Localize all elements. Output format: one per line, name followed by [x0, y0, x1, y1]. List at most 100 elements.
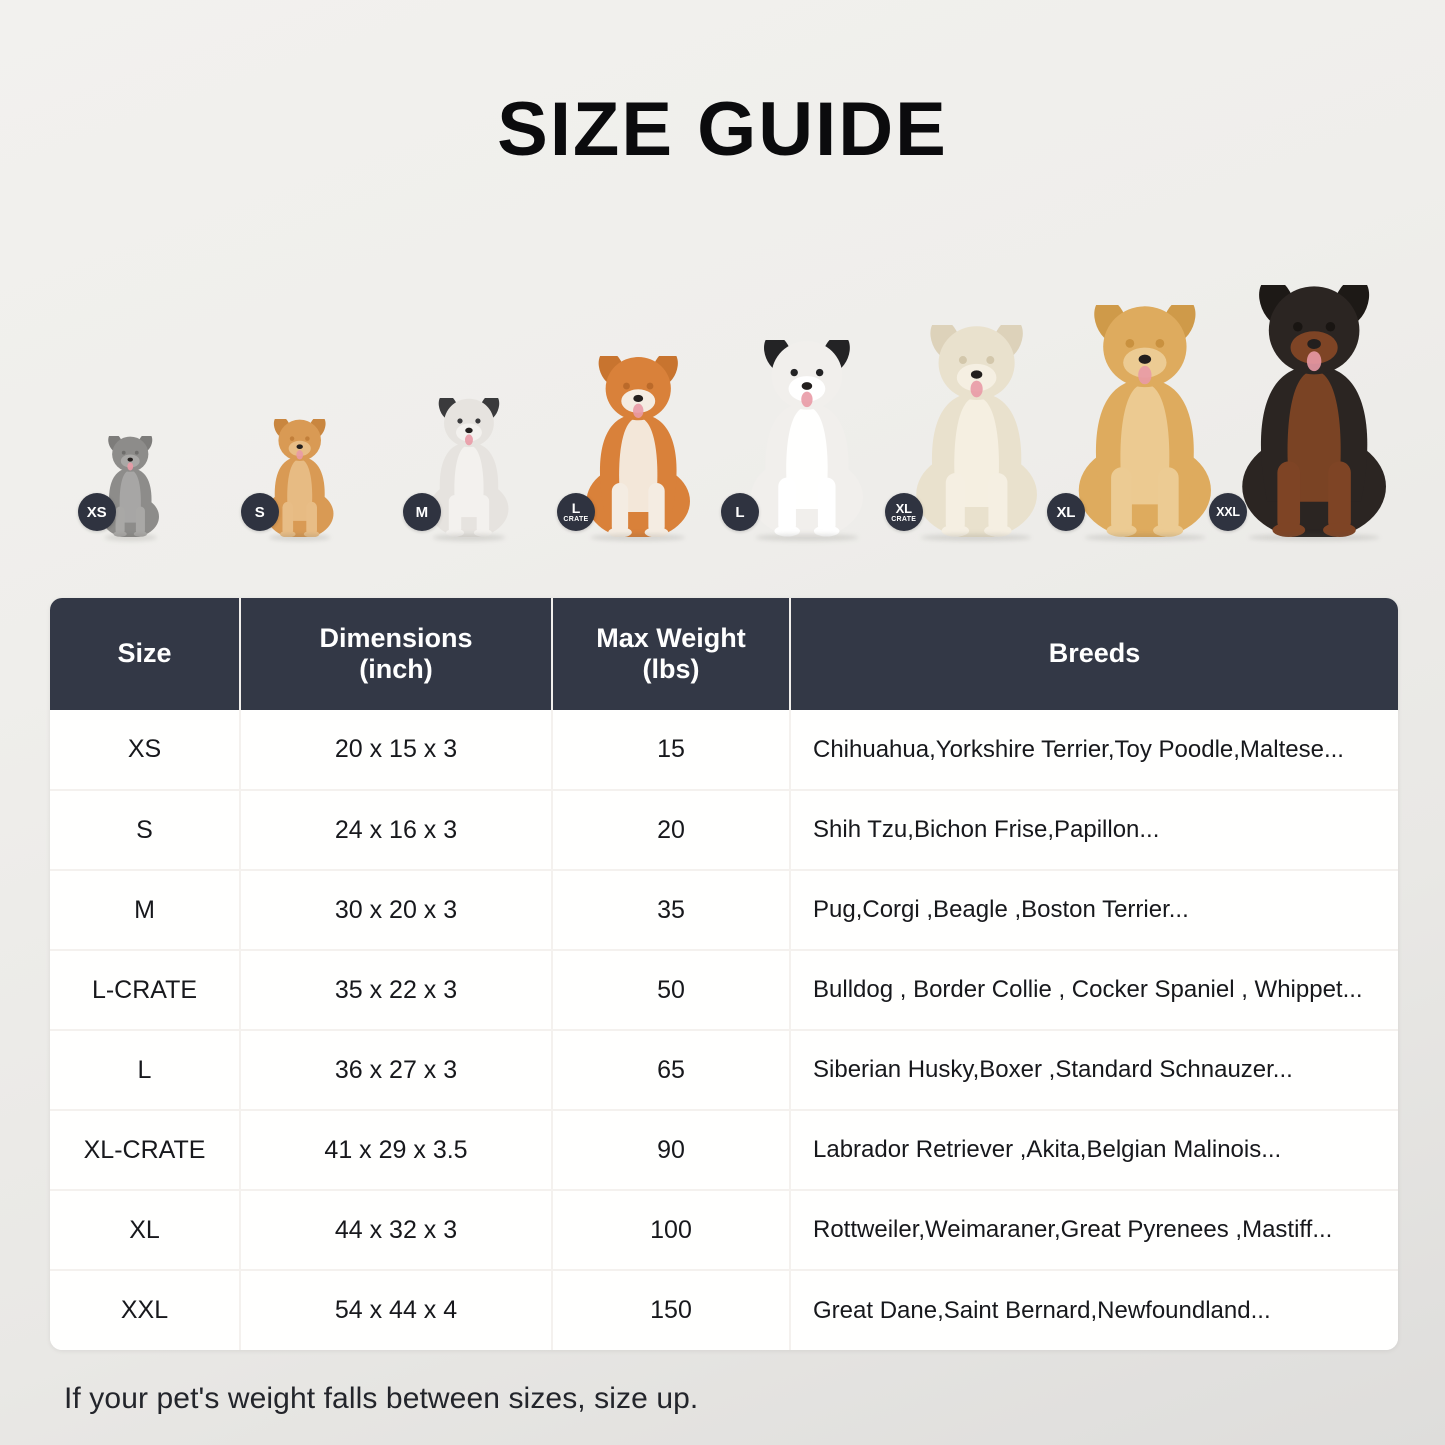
pet-size-illustration-row: XS S — [46, 262, 1399, 541]
pet-figure: XXL — [1208, 285, 1392, 541]
cell-size: M — [50, 870, 241, 951]
pomeranian-icon — [263, 418, 336, 537]
size-badge-sublabel: CRATE — [891, 515, 917, 523]
size-badge-m: M — [402, 493, 441, 531]
page-title-wrap: SIZE GUIDE — [0, 92, 1445, 168]
pet-figure: S — [240, 418, 336, 541]
cell-max-weight: 50 — [552, 950, 791, 1031]
pet-size-item-xl: XL — [1046, 262, 1230, 541]
cell-dimensions: 35 x 22 x 3 — [240, 950, 553, 1031]
table-row: L 36 x 27 x 3 65 Siberian Husky,Boxer ,Stan… — [50, 1030, 1398, 1111]
pet-size-item-s: S — [215, 262, 384, 541]
size-badge-label: XL — [895, 500, 912, 516]
cell-breeds: Chihuahua,Yorkshire Terrier,Toy Poodle,M… — [790, 710, 1398, 791]
cell-breeds: Great Dane,Saint Bernard,Newfoundland... — [790, 1270, 1398, 1350]
pet-size-item-xxl: XXL — [1208, 262, 1399, 541]
size-badge-label: M — [415, 503, 429, 521]
pet-shadow — [1085, 534, 1206, 541]
size-badge-label: XXL — [1216, 504, 1240, 519]
gray-cat-icon — [99, 436, 162, 537]
pet-size-item-m: M — [384, 262, 553, 541]
pet-figure: L — [720, 340, 868, 541]
cell-size: XL-CRATE — [50, 1110, 241, 1191]
column-header-breeds: Breeds — [790, 598, 1398, 710]
cell-dimensions: 41 x 29 x 3.5 — [240, 1110, 553, 1191]
cell-max-weight: 150 — [552, 1270, 791, 1350]
size-badge-l: L — [720, 493, 759, 531]
size-table-head: Size Dimensions (inch) Max Weight (lbs) … — [50, 598, 1398, 710]
size-badge-label: S — [254, 503, 265, 521]
column-header-dimensions: Dimensions (inch) — [240, 598, 553, 710]
column-header-breeds-label: Breeds — [1048, 638, 1141, 669]
table-row: M 30 x 20 x 3 35 Pug,Corgi ,Beagle ,Boston … — [50, 870, 1398, 951]
pet-figure: XL CRATE — [884, 325, 1042, 541]
pet-figure: XS — [77, 436, 162, 541]
pet-figure: L CRATE — [556, 355, 695, 541]
cell-dimensions: 36 x 27 x 3 — [240, 1030, 553, 1111]
cell-max-weight: 35 — [552, 870, 791, 951]
size-table-container: Size Dimensions (inch) Max Weight (lbs) … — [50, 598, 1398, 1350]
cell-max-weight: 65 — [552, 1030, 791, 1111]
size-badge-xs: XS — [77, 493, 116, 531]
pet-figure: XL — [1046, 305, 1217, 541]
column-header-dimensions-unit: (inch) — [359, 654, 433, 684]
table-row: XL 44 x 32 x 3 100 Rottweiler,Weimaraner,Gr… — [50, 1190, 1398, 1271]
table-row: L-CRATE 35 x 22 x 3 50 Bulldog , Border Col… — [50, 950, 1398, 1031]
cell-max-weight: 90 — [552, 1110, 791, 1191]
cell-size: L-CRATE — [50, 950, 241, 1031]
cell-breeds: Bulldog , Border Collie , Cocker Spaniel… — [790, 950, 1398, 1031]
size-badge-l-crate: L CRATE — [556, 493, 595, 531]
sizing-note: If your pet's weight falls between sizes… — [64, 1382, 699, 1415]
size-table: Size Dimensions (inch) Max Weight (lbs) … — [50, 598, 1398, 1350]
cell-breeds: Rottweiler,Weimaraner,Great Pyrenees ,Ma… — [790, 1190, 1398, 1271]
pet-size-item-l: L — [720, 262, 892, 541]
table-row: XXL 54 x 44 x 4 150 Great Dane,Saint Bernar… — [50, 1270, 1398, 1350]
pet-shadow — [1248, 534, 1380, 541]
doberman-icon — [1236, 285, 1392, 537]
size-badge-label: XS — [86, 503, 107, 521]
cell-size: S — [50, 790, 241, 871]
cell-breeds: Siberian Husky,Boxer ,Standard Schnauzer… — [790, 1030, 1398, 1111]
column-header-dimensions-label: Dimensions — [319, 622, 473, 653]
size-badge-label: XL — [1056, 503, 1076, 521]
border-collie-icon — [746, 340, 868, 537]
size-badge-sublabel: CRATE — [563, 516, 589, 523]
column-header-max-weight-label: Max Weight — [596, 622, 746, 653]
size-badge-xl-crate: XL CRATE — [884, 493, 923, 531]
size-badge-label: L — [571, 500, 581, 516]
size-badge-s: S — [240, 493, 279, 531]
size-badge-xl: XL — [1046, 493, 1085, 531]
cell-dimensions: 44 x 32 x 3 — [240, 1190, 553, 1271]
column-header-size: Size — [50, 598, 241, 710]
pet-shadow — [921, 534, 1032, 541]
french-bulldog-icon — [426, 398, 512, 537]
page-title: SIZE GUIDE — [497, 87, 948, 172]
cell-max-weight: 100 — [552, 1190, 791, 1271]
table-row: XS 20 x 15 x 3 15 Chihuahua,Yorkshire Terri… — [50, 710, 1398, 791]
cell-breeds: Labrador Retriever ,Akita,Belgian Malino… — [790, 1110, 1398, 1191]
cell-size: XXL — [50, 1270, 241, 1350]
labrador-icon — [911, 325, 1042, 537]
size-badge-xxl: XXL — [1208, 493, 1247, 531]
pet-figure: M — [402, 398, 512, 541]
size-badge-label: L — [735, 503, 745, 521]
pet-shadow — [755, 534, 859, 541]
pet-size-item-xs: XS — [46, 262, 215, 541]
cell-size: XL — [50, 1190, 241, 1271]
cell-dimensions: 20 x 15 x 3 — [240, 710, 553, 791]
cell-max-weight: 20 — [552, 790, 791, 871]
column-header-max-weight-unit: (lbs) — [642, 654, 700, 684]
pet-size-item-l-crate: L CRATE — [553, 262, 722, 541]
pet-shadow — [104, 534, 157, 541]
cell-size: L — [50, 1030, 241, 1111]
cell-dimensions: 30 x 20 x 3 — [240, 870, 553, 951]
cell-breeds: Shih Tzu,Bichon Frise,Papillon... — [790, 790, 1398, 871]
shiba-inu-icon — [582, 355, 695, 537]
column-header-max-weight: Max Weight (lbs) — [552, 598, 791, 710]
column-header-size-label: Size — [117, 638, 172, 669]
pet-size-item-xl-crate: XL CRATE — [884, 262, 1061, 541]
cell-size: XS — [50, 710, 241, 791]
size-table-body: XS 20 x 15 x 3 15 Chihuahua,Yorkshire Terri… — [50, 710, 1398, 1350]
cell-max-weight: 15 — [552, 710, 791, 791]
table-header-row: Size Dimensions (inch) Max Weight (lbs) … — [50, 598, 1398, 710]
